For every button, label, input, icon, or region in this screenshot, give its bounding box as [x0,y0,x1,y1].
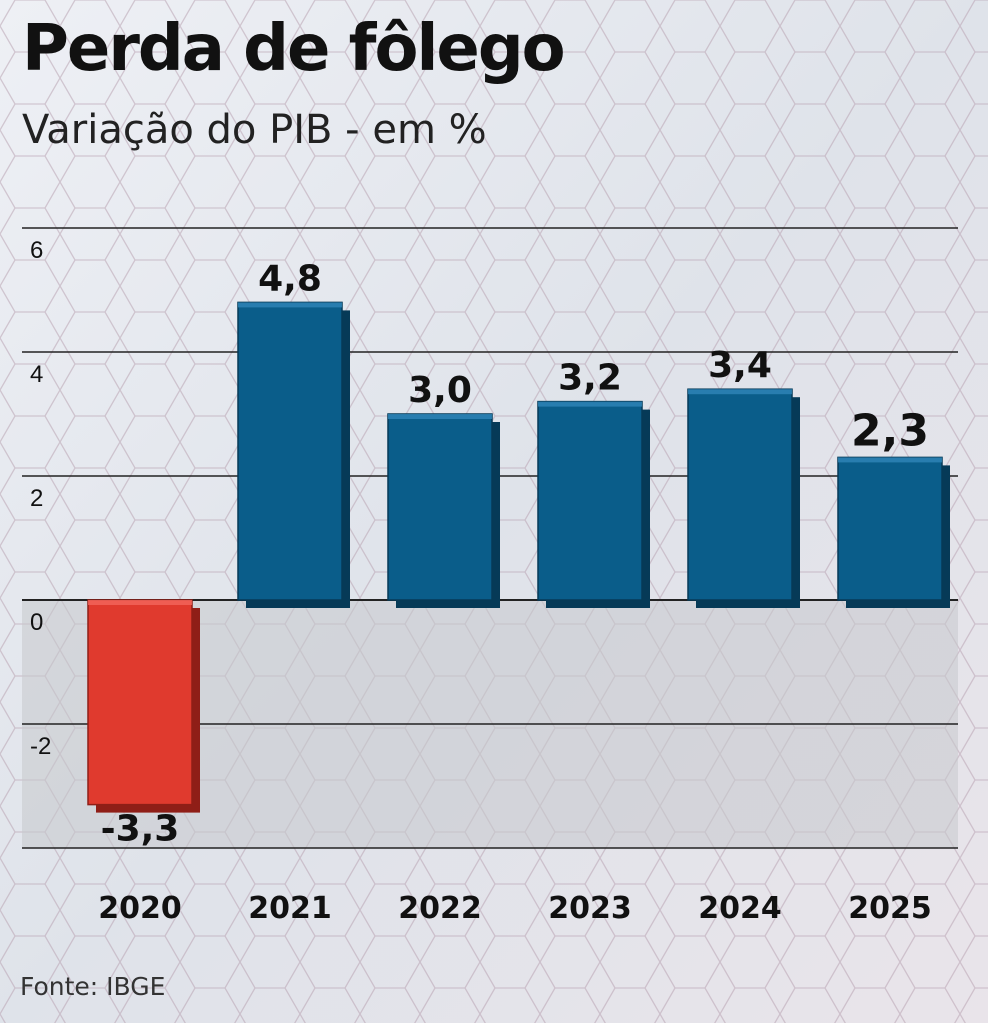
source-note: Fonte: IBGE [20,972,166,1001]
y-tick-label: 6 [30,237,43,264]
bar [237,301,343,601]
bar-highlight [388,414,492,419]
value-label: 3,0 [408,370,472,411]
value-label: 3,4 [708,345,772,386]
value-label: 2,3 [851,405,929,456]
category-label: 2024 [698,891,782,926]
category-label: 2020 [98,891,182,926]
bar [537,400,643,601]
y-tick-label: 4 [30,361,43,388]
chart-subtitle: Variação do PIB - em % [22,107,487,153]
bar-highlight [88,600,192,605]
bar-highlight [838,457,942,463]
category-label: 2022 [398,891,482,926]
category-label: 2025 [848,891,932,926]
bar [387,413,493,601]
bar-highlight [238,302,342,308]
chart-title: Perda de fôlego [22,12,566,86]
y-tick-label: 2 [30,485,43,512]
bar [87,599,193,806]
bar-highlight [688,389,792,395]
bar [687,388,793,601]
y-tick-label: -2 [30,733,51,760]
value-label: -3,3 [101,809,180,850]
value-label: 3,2 [558,358,622,399]
category-label: 2021 [248,891,332,926]
value-label: 4,8 [258,258,322,299]
y-tick-label: 0 [30,609,43,636]
category-label: 2023 [548,891,632,926]
bar-highlight [538,401,642,407]
bar [837,456,943,601]
